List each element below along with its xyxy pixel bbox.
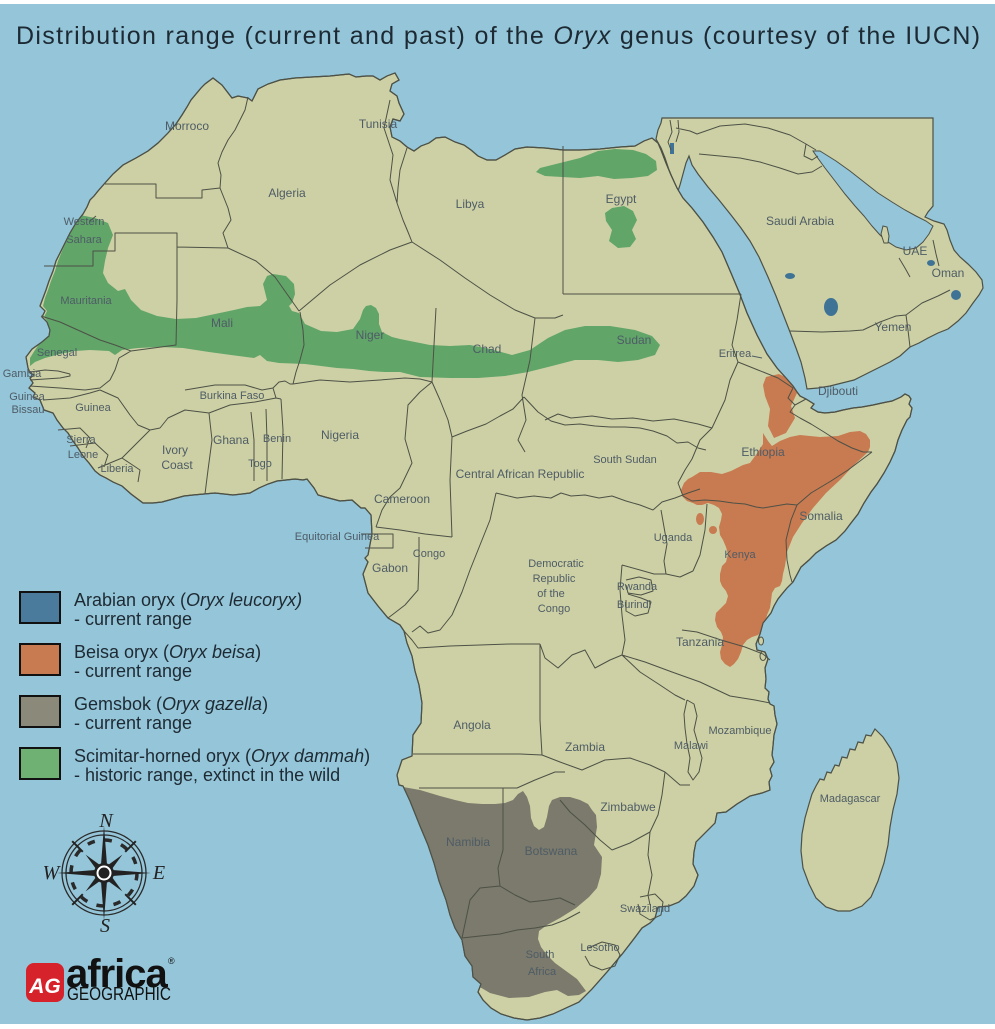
svg-text:Libya: Libya: [456, 197, 485, 211]
svg-text:Morroco: Morroco: [165, 119, 209, 133]
svg-text:Republic: Republic: [533, 573, 576, 585]
svg-text:Central African Republic: Central African Republic: [456, 467, 585, 481]
svg-text:Zambia: Zambia: [565, 740, 605, 754]
svg-text:Lesotho: Lesotho: [580, 942, 619, 954]
svg-text:Namibia: Namibia: [446, 835, 490, 849]
svg-text:- current range: - current range: [74, 713, 192, 733]
svg-text:Cameroon: Cameroon: [374, 492, 430, 506]
svg-text:of the: of the: [537, 588, 565, 600]
svg-text:- current range: - current range: [74, 609, 192, 629]
svg-text:Distribution range (current an: Distribution range (current and past) of…: [16, 22, 981, 50]
svg-text:Malawi: Malawi: [674, 740, 708, 752]
svg-text:South Sudan: South Sudan: [593, 454, 657, 466]
svg-text:Oman: Oman: [932, 266, 965, 280]
svg-text:Mozambique: Mozambique: [709, 725, 772, 737]
svg-text:Sahara: Sahara: [66, 234, 102, 246]
svg-text:Eritrea: Eritrea: [719, 348, 752, 360]
svg-text:N: N: [98, 810, 114, 832]
svg-text:Benin: Benin: [263, 433, 291, 445]
svg-text:Beisa oryx (Oryx beisa): Beisa oryx (Oryx beisa): [74, 642, 261, 662]
svg-text:Guinea: Guinea: [9, 391, 45, 403]
svg-text:Equitorial Guinea: Equitorial Guinea: [295, 531, 380, 543]
svg-text:Senegal: Senegal: [37, 347, 77, 359]
svg-text:South: South: [526, 949, 555, 961]
svg-text:Kenya: Kenya: [724, 549, 756, 561]
svg-text:africa: africa: [66, 952, 168, 996]
svg-text:Uganda: Uganda: [654, 532, 693, 544]
svg-text:Arabian oryx (Oryx leucoryx): Arabian oryx (Oryx leucoryx): [74, 590, 302, 610]
svg-text:Africa: Africa: [528, 966, 557, 978]
svg-text:E: E: [152, 862, 165, 884]
svg-text:Tunisia: Tunisia: [359, 117, 398, 131]
svg-text:Gabon: Gabon: [372, 561, 408, 575]
svg-text:Nigeria: Nigeria: [321, 428, 359, 442]
svg-text:Congo: Congo: [538, 603, 570, 615]
svg-text:Scimitar-horned oryx (Oryx dam: Scimitar-horned oryx (Oryx dammah): [74, 746, 370, 766]
svg-text:Swaziland: Swaziland: [620, 903, 670, 915]
svg-text:®: ®: [168, 956, 175, 966]
svg-text:Rwanda: Rwanda: [617, 581, 658, 593]
svg-text:Bissau: Bissau: [11, 404, 44, 416]
svg-text:Ethiopia: Ethiopia: [741, 445, 785, 459]
svg-text:Leone: Leone: [68, 449, 99, 461]
svg-text:Algeria: Algeria: [268, 186, 306, 200]
svg-text:Saudi Arabia: Saudi Arabia: [766, 214, 834, 228]
svg-text:Yemen: Yemen: [875, 320, 912, 334]
svg-text:Liberia: Liberia: [100, 463, 134, 475]
svg-text:Madagascar: Madagascar: [820, 793, 881, 805]
svg-text:Mauritania: Mauritania: [60, 295, 112, 307]
svg-text:Somalia: Somalia: [799, 509, 843, 523]
svg-text:Mali: Mali: [211, 316, 233, 330]
svg-text:W: W: [43, 862, 62, 884]
svg-text:Sierra: Sierra: [66, 434, 96, 446]
svg-text:- historic range, extinct in t: - historic range, extinct in the wild: [74, 765, 340, 785]
svg-text:Western: Western: [64, 216, 105, 228]
svg-text:Djibouti: Djibouti: [818, 384, 858, 398]
svg-text:AG: AG: [28, 975, 61, 998]
svg-text:Gemsbok (Oryx gazella): Gemsbok (Oryx gazella): [74, 694, 268, 714]
svg-text:Ghana: Ghana: [213, 433, 249, 447]
svg-text:- current range: - current range: [74, 661, 192, 681]
svg-text:Burkina Faso: Burkina Faso: [200, 390, 265, 402]
svg-text:Burindi: Burindi: [617, 599, 651, 611]
svg-text:Ivory: Ivory: [162, 443, 188, 457]
svg-text:Congo: Congo: [413, 548, 445, 560]
svg-text:Zimbabwe: Zimbabwe: [600, 800, 656, 814]
svg-text:Angola: Angola: [453, 718, 491, 732]
svg-text:Togo: Togo: [248, 458, 272, 470]
svg-text:GEOGRAPHIC: GEOGRAPHIC: [67, 983, 171, 1004]
svg-text:Sudan: Sudan: [617, 333, 652, 347]
svg-text:Chad: Chad: [473, 342, 502, 356]
svg-text:Democratic: Democratic: [528, 558, 584, 570]
svg-text:UAE: UAE: [903, 244, 928, 258]
svg-text:Egypt: Egypt: [606, 192, 637, 206]
svg-text:Gambia: Gambia: [3, 368, 42, 380]
svg-text:S: S: [100, 915, 110, 937]
svg-text:Botswana: Botswana: [525, 844, 578, 858]
svg-text:Tanzania: Tanzania: [676, 635, 724, 649]
svg-text:Niger: Niger: [356, 328, 385, 342]
svg-text:Coast: Coast: [161, 458, 193, 472]
svg-text:Guinea: Guinea: [75, 402, 111, 414]
